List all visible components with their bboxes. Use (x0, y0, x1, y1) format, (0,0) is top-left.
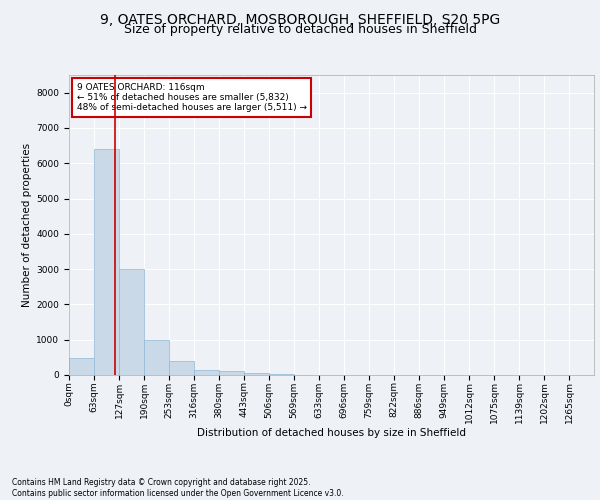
Bar (244, 373, 269, 375)
Text: 9 OATES ORCHARD: 116sqm
← 51% of detached houses are smaller (5,832)
48% of semi: 9 OATES ORCHARD: 116sqm ← 51% of detache… (77, 82, 307, 112)
Bar (169, 361, 194, 375)
Bar (119, 269, 144, 375)
Y-axis label: Number of detached properties: Number of detached properties (22, 143, 32, 307)
Bar (194, 370, 219, 375)
Bar (269, 374, 294, 375)
Text: Size of property relative to detached houses in Sheffield: Size of property relative to detached ho… (124, 22, 476, 36)
Bar (69, 358, 94, 375)
X-axis label: Distribution of detached houses by size in Sheffield: Distribution of detached houses by size … (197, 428, 466, 438)
Text: Contains HM Land Registry data © Crown copyright and database right 2025.
Contai: Contains HM Land Registry data © Crown c… (12, 478, 344, 498)
Bar (144, 340, 169, 375)
Bar (219, 372, 244, 375)
Bar (94, 149, 119, 375)
Text: 9, OATES ORCHARD, MOSBOROUGH, SHEFFIELD, S20 5PG: 9, OATES ORCHARD, MOSBOROUGH, SHEFFIELD,… (100, 12, 500, 26)
